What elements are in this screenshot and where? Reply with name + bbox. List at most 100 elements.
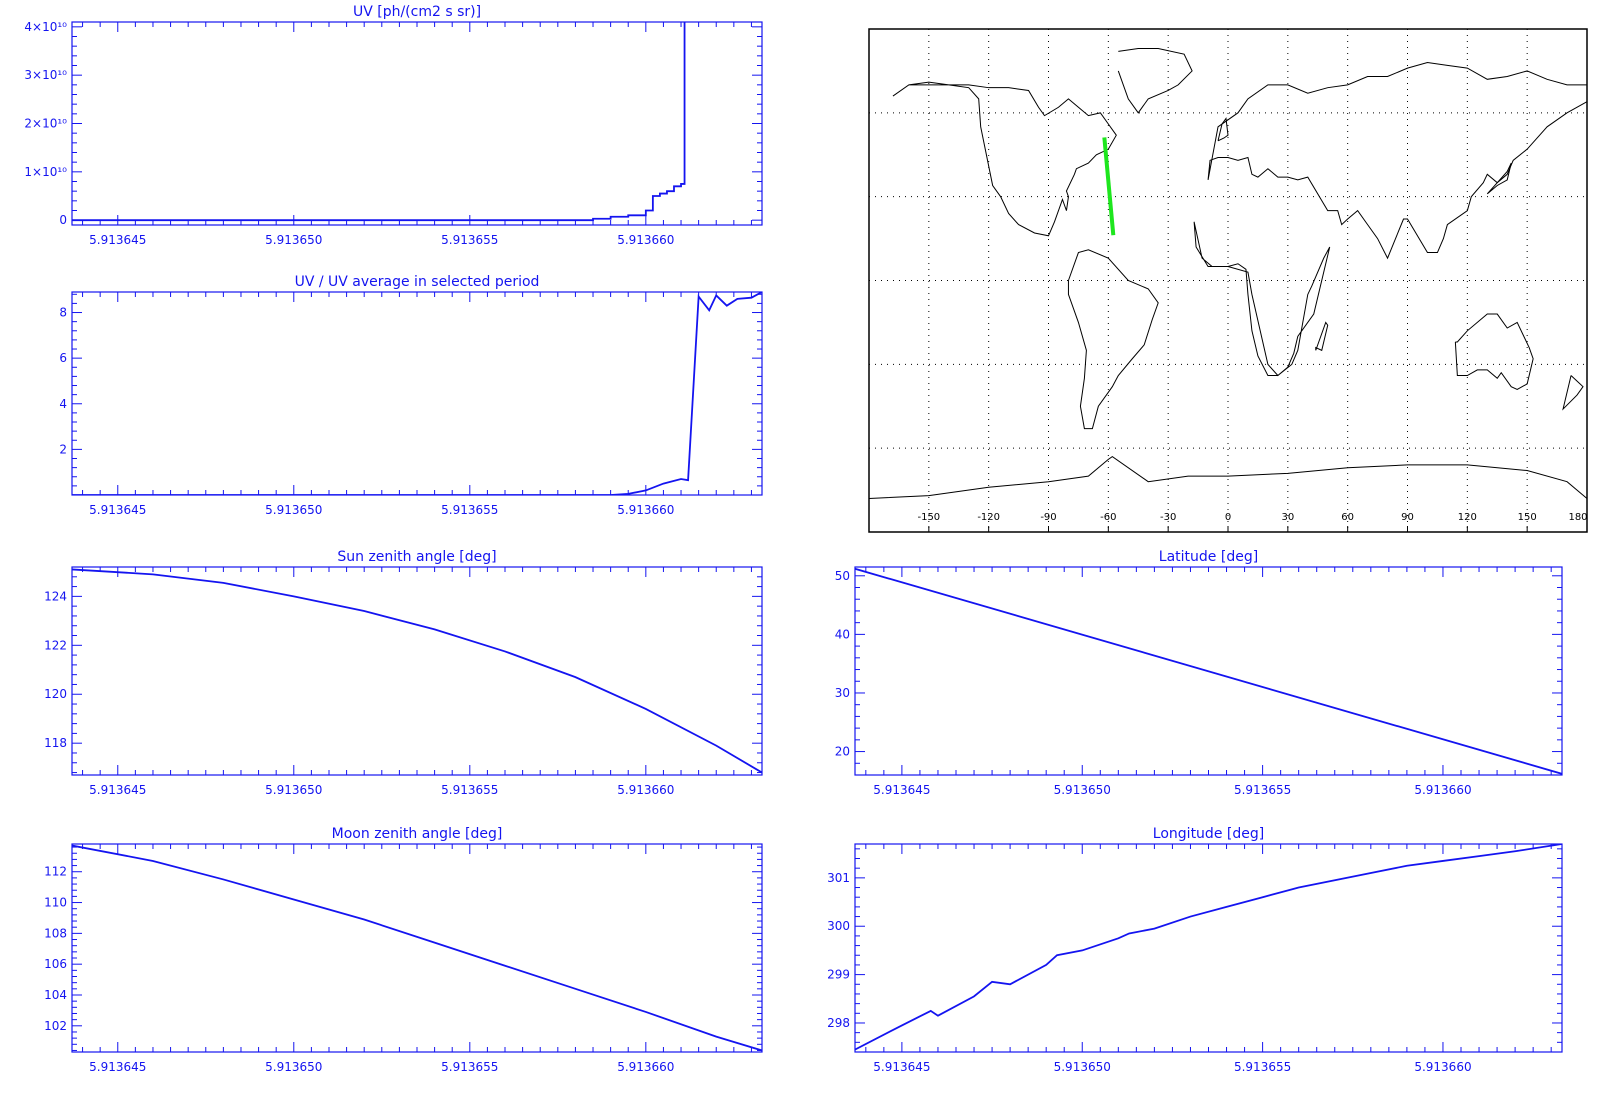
- x-tick-label: 5.913655: [441, 503, 498, 517]
- coastline-europe-asia: [1207, 62, 1587, 260]
- chart-title: Moon zenith angle [deg]: [332, 826, 503, 842]
- x-tick-label: 5.913660: [617, 1060, 674, 1074]
- plot-frame: [854, 843, 1563, 1053]
- y-tick-label: 20: [835, 745, 850, 759]
- y-tick-label: 110: [44, 896, 67, 910]
- longitude-chart: Longitude [deg] 5.913645 5.913650 5.913655 5…: [827, 826, 1563, 1074]
- chart-title: Sun zenith angle [deg]: [337, 549, 496, 565]
- series-line: [72, 568, 762, 774]
- x-tick-label: 5.913660: [1414, 783, 1471, 797]
- y-tick-label: 2: [59, 442, 67, 456]
- map-frame: [868, 28, 1588, 533]
- series-line: [855, 567, 1562, 775]
- coastline-south-america: [1067, 249, 1159, 430]
- y-tick-label: 4×10¹⁰: [24, 20, 67, 34]
- map-lon-label: 90: [1401, 512, 1414, 523]
- x-tick-label: 5.913645: [873, 1060, 930, 1074]
- coastline-madagascar: [1315, 321, 1329, 352]
- chart-title: UV / UV average in selected period: [295, 274, 540, 290]
- x-tick-label: 5.913650: [265, 233, 322, 247]
- x-tick-label: 5.913655: [441, 783, 498, 797]
- map-lon-label: -60: [1100, 512, 1116, 523]
- x-tick-label: 5.913645: [89, 783, 146, 797]
- x-tick-label: 5.913645: [89, 233, 146, 247]
- x-tick-label: 5.913650: [1054, 783, 1111, 797]
- x-tick-label: 5.913650: [265, 1060, 322, 1074]
- y-tick-label: 2×10¹⁰: [24, 117, 67, 131]
- coastline-greenland: [1117, 48, 1193, 114]
- map-lon-label: 180: [1568, 512, 1587, 523]
- coastline-antarctica: [869, 455, 1587, 499]
- uv-ratio-chart: UV / UV average in selected period 5.9136…: [59, 274, 763, 517]
- y-tick-label: 299: [827, 968, 850, 982]
- y-tick-label: 3×10¹⁰: [24, 68, 67, 82]
- coastline-britain: [1217, 117, 1229, 142]
- x-tick-label: 5.913655: [441, 1060, 498, 1074]
- y-tick-label: 104: [44, 988, 67, 1002]
- y-tick-label: 298: [827, 1016, 850, 1030]
- plot-frame: [71, 291, 763, 496]
- y-tick-label: 50: [835, 569, 850, 583]
- map-lon-label: -30: [1160, 512, 1176, 523]
- y-tick-label: 102: [44, 1019, 67, 1033]
- x-tick-label: 5.913645: [873, 783, 930, 797]
- y-tick-label: 300: [827, 919, 850, 933]
- x-tick-label: 5.913655: [1234, 783, 1291, 797]
- y-tick-label: 8: [59, 306, 67, 320]
- y-tick-label: 30: [835, 686, 850, 700]
- x-tick-label: 5.913655: [1234, 1060, 1291, 1074]
- x-tick-label: 5.913660: [1414, 1060, 1471, 1074]
- y-tick-label: 301: [827, 871, 850, 885]
- map-lon-label: 150: [1518, 512, 1537, 523]
- chart-title: Latitude [deg]: [1159, 549, 1258, 565]
- latitude-chart: Latitude [deg] 5.913645 5.913650 5.913655 5.…: [835, 549, 1563, 797]
- uv-chart: UV [ph/(cm2 s sr)] 5.913645 5.913650 5.9136…: [24, 4, 763, 247]
- plot-frame: [71, 566, 763, 776]
- coastline-australia: [1454, 313, 1534, 391]
- map-lon-label: -90: [1040, 512, 1056, 523]
- world-map: -150 -120 -90 -60 -30 0 30 60 90 120 150 180: [868, 28, 1588, 533]
- chart-title: UV [ph/(cm2 s sr)]: [353, 4, 481, 20]
- satellite-track: [1102, 137, 1116, 236]
- coastline-africa: [1193, 221, 1331, 377]
- plot-frame: [71, 21, 763, 226]
- y-tick-label: 1×10¹⁰: [24, 165, 67, 179]
- chart-title: Longitude [deg]: [1153, 826, 1264, 842]
- x-tick-label: 5.913645: [89, 1060, 146, 1074]
- map-lon-label: -120: [977, 512, 1000, 523]
- y-tick-label: 118: [44, 736, 67, 750]
- series-line: [72, 22, 686, 222]
- y-tick-label: 6: [59, 351, 67, 365]
- y-tick-label: 108: [44, 926, 67, 940]
- series-line: [72, 844, 762, 1052]
- map-lon-label: 30: [1281, 512, 1294, 523]
- x-tick-label: 5.913660: [617, 783, 674, 797]
- coastline-japan: [1486, 162, 1512, 195]
- y-tick-label: 40: [835, 627, 850, 641]
- y-tick-label: 120: [44, 687, 67, 701]
- map-lon-label: 60: [1341, 512, 1354, 523]
- sun-zenith-chart: Sun zenith angle [deg] 5.913645 5.913650 5.…: [44, 549, 763, 797]
- map-lon-label: 120: [1458, 512, 1477, 523]
- moon-zenith-chart: Moon zenith angle [deg] 5.913645 5.913650 5…: [44, 826, 763, 1074]
- y-tick-label: 4: [59, 397, 67, 411]
- y-tick-label: 124: [44, 589, 67, 603]
- x-tick-label: 5.913650: [265, 783, 322, 797]
- plot-frame: [71, 843, 763, 1053]
- x-tick-label: 5.913645: [89, 503, 146, 517]
- map-lon-label: -150: [917, 512, 940, 523]
- series-line: [855, 844, 1562, 1051]
- y-tick-label: 0: [59, 213, 67, 227]
- x-tick-label: 5.913660: [617, 503, 674, 517]
- coastline-new-zealand: [1562, 375, 1584, 411]
- y-tick-label: 122: [44, 638, 67, 652]
- coastline-north-america: [892, 81, 1117, 237]
- series-line: [72, 292, 762, 495]
- x-tick-label: 5.913655: [441, 233, 498, 247]
- y-tick-label: 106: [44, 957, 67, 971]
- map-lon-label: 0: [1225, 512, 1231, 523]
- x-tick-label: 5.913650: [1054, 1060, 1111, 1074]
- x-tick-label: 5.913650: [265, 503, 322, 517]
- y-tick-label: 112: [44, 865, 67, 879]
- x-tick-label: 5.913660: [617, 233, 674, 247]
